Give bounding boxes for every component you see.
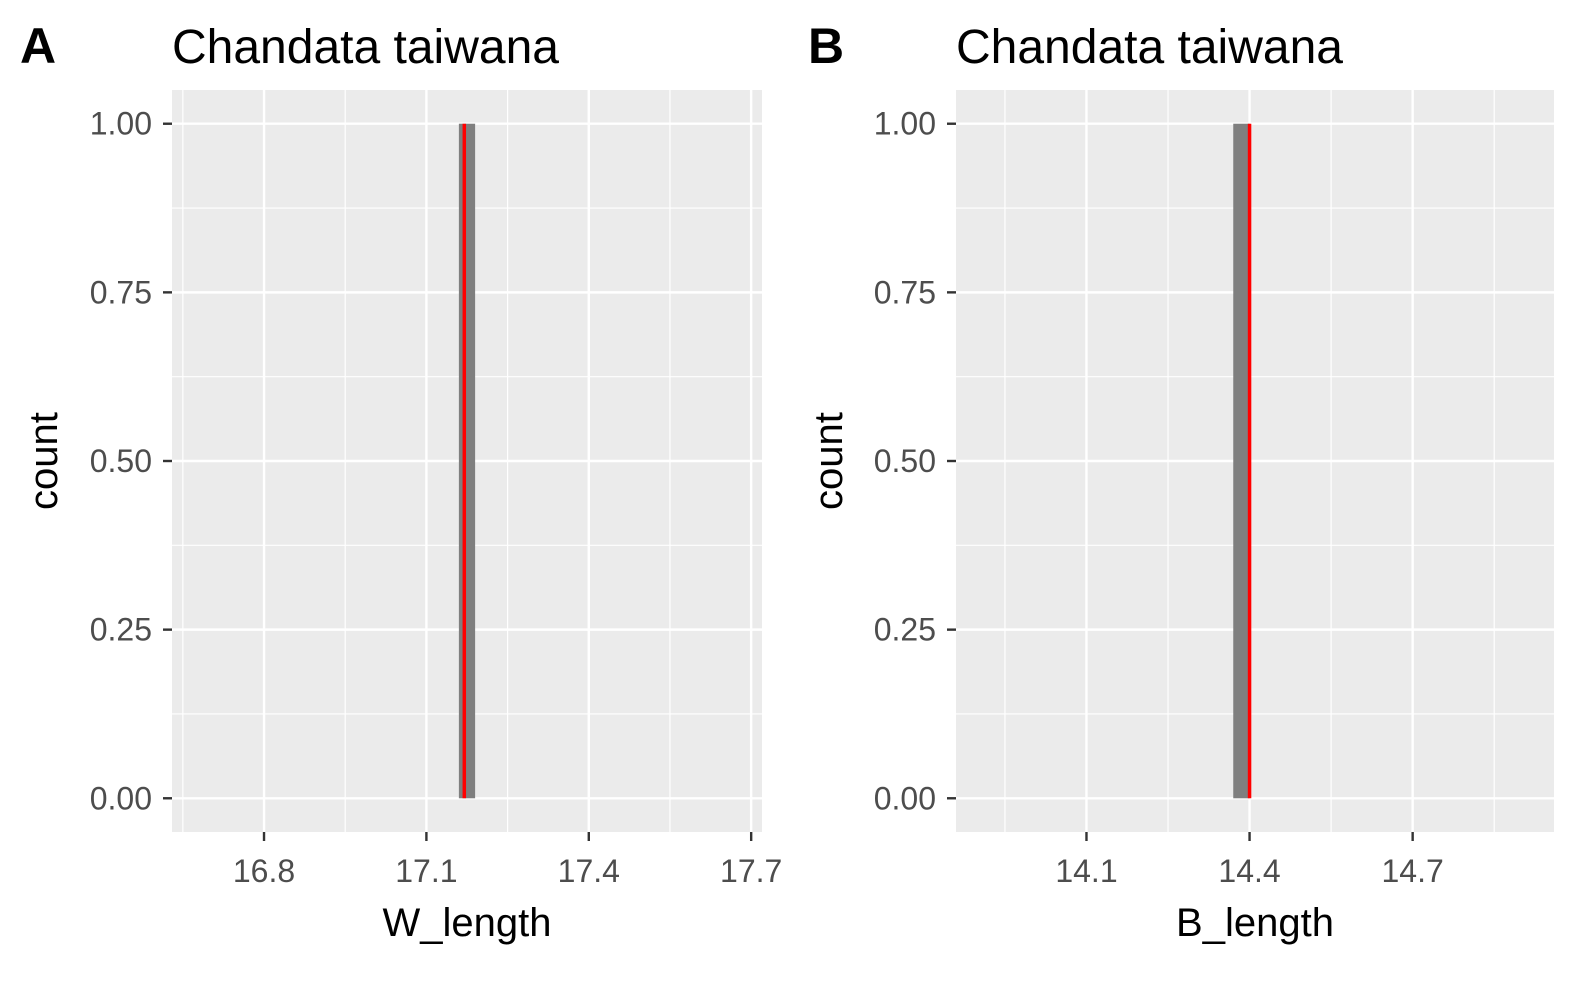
histogram-bar [458, 123, 476, 799]
y-tick-label: 0.25 [90, 612, 152, 648]
y-tick-label: 0.00 [874, 780, 936, 816]
x-tick-label: 16.8 [233, 853, 295, 889]
x-tick-label: 17.7 [720, 853, 782, 889]
y-axis-label: count [22, 412, 66, 510]
y-axis-label: count [807, 412, 851, 510]
x-axis-label: W_length [383, 901, 552, 945]
x-tick-label: 14.7 [1382, 853, 1444, 889]
x-tick-label: 14.1 [1055, 853, 1117, 889]
histogram-panel-b: 0.00 0.25 0.50 0.75 1.00 14.1 14.4 14.7 B Chandat… [790, 0, 1593, 984]
panel-tag: B [808, 18, 844, 74]
x-tick-label: 17.4 [558, 853, 620, 889]
chart-title: Chandata taiwana [956, 21, 1343, 74]
panel-tag: A [20, 18, 56, 74]
chart-title: Chandata taiwana [172, 21, 559, 74]
chart-svg-a: 0.00 0.25 0.50 0.75 1.00 16.8 17.1 17.4 17.7 A Cha… [20, 18, 782, 945]
x-tick-label: 17.1 [395, 853, 457, 889]
y-tick-label: 1.00 [874, 106, 936, 142]
y-tick-label: 0.75 [874, 274, 936, 310]
histogram-bar [1233, 123, 1250, 799]
y-tick-label: 0.00 [90, 780, 152, 816]
y-tick-label: 0.75 [90, 274, 152, 310]
y-tick-label: 0.25 [874, 612, 936, 648]
y-tick-label: 0.50 [90, 443, 152, 479]
y-tick-label: 1.00 [90, 106, 152, 142]
x-tick-label: 14.4 [1218, 853, 1280, 889]
x-axis-label: B_length [1176, 901, 1334, 945]
histogram-panel-a: 0.00 0.25 0.50 0.75 1.00 16.8 17.1 17.4 17.7 A Cha… [0, 0, 790, 984]
y-tick-label: 0.50 [874, 443, 936, 479]
chart-svg-b: 0.00 0.25 0.50 0.75 1.00 14.1 14.4 14.7 B Chandat… [807, 18, 1554, 945]
